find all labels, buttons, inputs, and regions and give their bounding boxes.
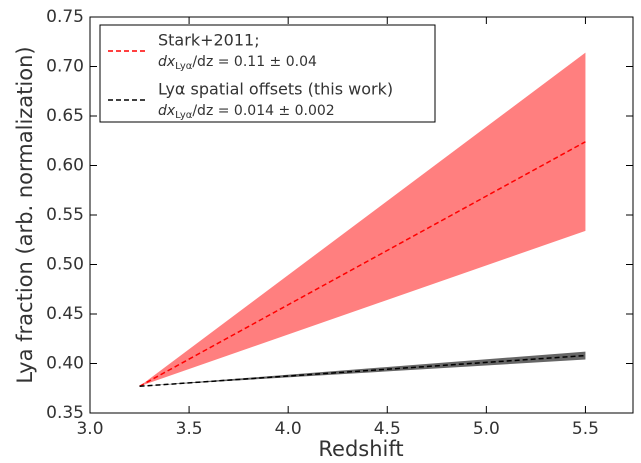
y-tick-label: 0.40 (46, 354, 84, 374)
x-axis-label: Redshift (318, 437, 403, 461)
legend-note: dxLyα/dz = 0.014 ± 0.002 (158, 103, 335, 121)
x-tick-label: 5.0 (473, 419, 500, 439)
x-tick-label: 5.5 (572, 419, 599, 439)
legend-label: Stark+2011; (158, 31, 260, 50)
legend-note-part: dx (158, 54, 176, 70)
error-band (139, 52, 586, 387)
y-tick-label: 0.50 (46, 255, 84, 275)
line (139, 141, 586, 387)
y-tick-label: 0.45 (46, 304, 84, 324)
legend-note-part: Lyα (175, 61, 193, 72)
x-tick-label: 4.0 (275, 419, 302, 439)
legend-note-part: /dz = 0.11 ± 0.04 (192, 54, 317, 70)
legend-note-part: /dz = 0.014 ± 0.002 (192, 103, 334, 119)
y-tick-label: 0.75 (46, 7, 84, 27)
line (139, 354, 586, 388)
y-axis-label: Lya fraction (arb. normalization) (13, 46, 37, 383)
error-band (139, 351, 586, 387)
x-tick-label: 3.0 (76, 419, 103, 439)
y-tick-label: 0.35 (46, 403, 84, 423)
x-tick-label: 3.5 (176, 419, 203, 439)
legend-note: dxLyα/dz = 0.11 ± 0.04 (158, 54, 317, 72)
x-tick-label: 4.5 (374, 419, 401, 439)
legend-label: Lyα spatial offsets (this work) (158, 80, 393, 99)
y-tick-label: 0.65 (46, 106, 84, 126)
y-tick-label: 0.70 (46, 57, 84, 77)
y-tick-label: 0.55 (46, 205, 84, 225)
y-tick-label: 0.60 (46, 156, 84, 176)
legend-box (99, 24, 436, 123)
legend-note-part: dx (158, 103, 176, 119)
legend-note-part: Lyα (175, 110, 193, 121)
